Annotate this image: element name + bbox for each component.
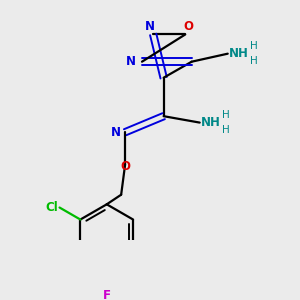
Text: F: F: [103, 289, 111, 300]
Text: H: H: [222, 125, 230, 135]
Text: NH: NH: [229, 47, 249, 60]
Text: Cl: Cl: [45, 201, 58, 214]
Text: N: N: [110, 126, 121, 139]
Text: H: H: [250, 41, 258, 52]
Text: H: H: [222, 110, 230, 120]
Text: O: O: [184, 20, 194, 33]
Text: O: O: [120, 160, 130, 173]
Text: N: N: [126, 55, 136, 68]
Text: H: H: [250, 56, 258, 66]
Text: N: N: [145, 20, 155, 33]
Text: NH: NH: [201, 116, 221, 129]
